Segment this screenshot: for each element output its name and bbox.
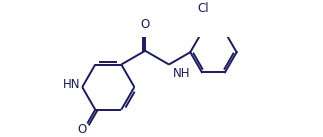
Text: Cl: Cl [197,2,209,15]
Text: NH: NH [173,67,191,80]
Text: HN: HN [63,78,81,91]
Text: O: O [77,123,86,136]
Text: O: O [141,18,150,31]
